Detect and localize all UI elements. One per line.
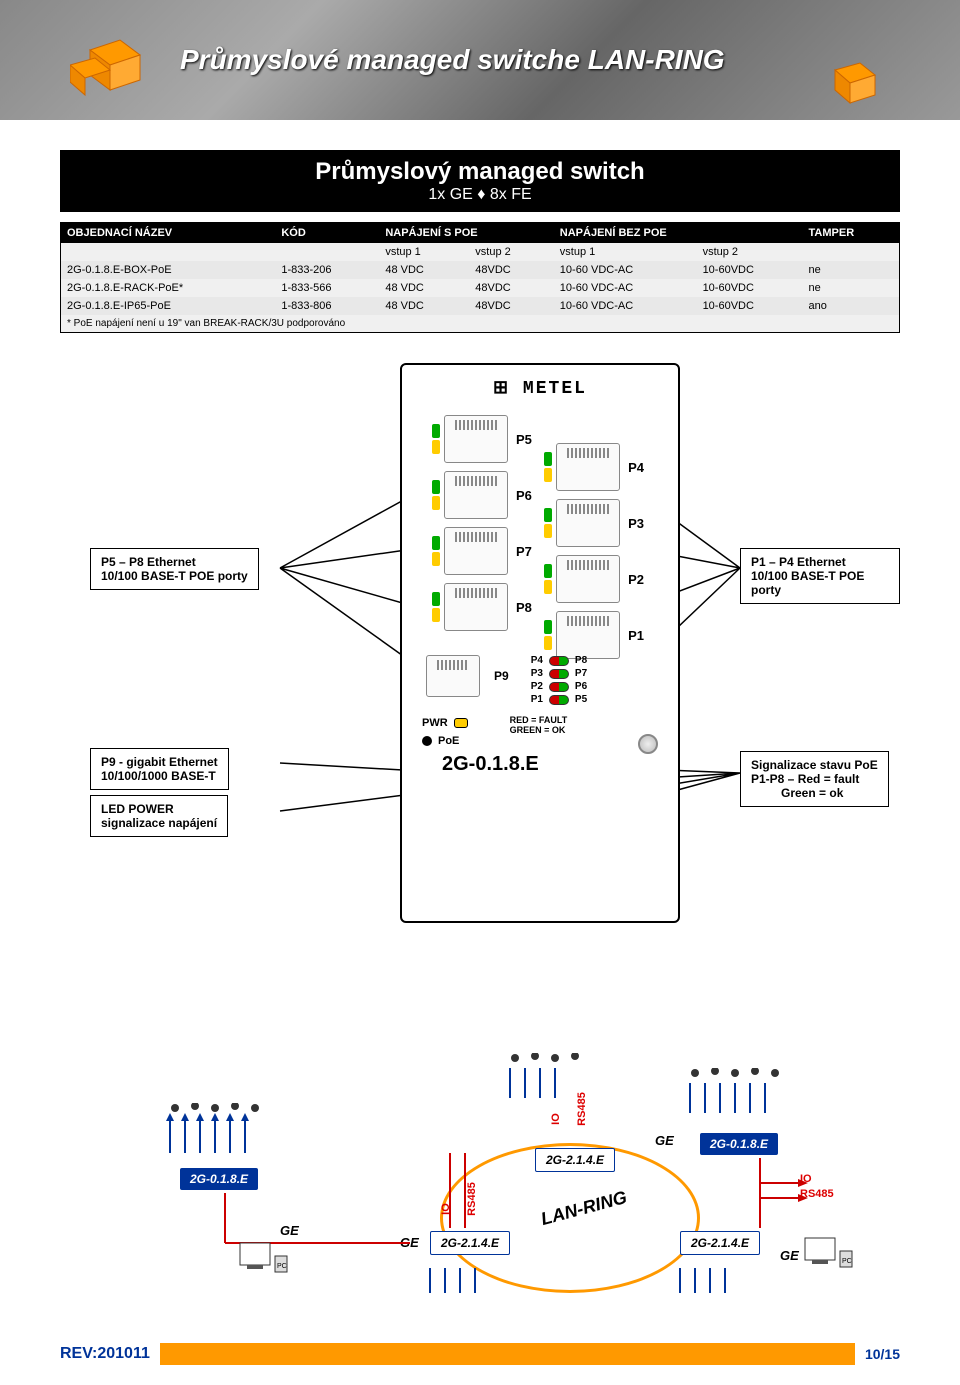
ge-label: GE <box>400 1235 419 1250</box>
port-block <box>556 555 620 603</box>
svg-text:PC: PC <box>842 1258 852 1265</box>
ge-label: GE <box>655 1133 674 1148</box>
pwr-led <box>454 718 468 728</box>
col-name: OBJEDNACÍ NÁZEV <box>61 223 275 243</box>
model-label: 2G-0.1.8.E <box>422 747 658 782</box>
poe-led-grid: P4P8P3P7P2P6P1P5 <box>531 655 593 705</box>
port-label: P3 <box>624 516 648 531</box>
device-diagram: ⊞ METEL P5 P4 P6 P3 P7 P2 P8 P1 P9 P4P8P… <box>60 363 900 1023</box>
arrows-cluster-icon <box>500 1053 620 1103</box>
col-nopoe: NAPÁJENÍ BEZ POE <box>554 223 803 243</box>
subtitle-bar: Průmyslový managed switch 1x GE ♦ 8x FE <box>60 150 900 212</box>
callout-p9: P9 - gigabit Ethernet 10/100/1000 BASE-T <box>90 748 229 790</box>
rs485-label: RS485 <box>800 1188 834 1200</box>
col-code: KÓD <box>275 223 379 243</box>
screw-icon <box>638 734 658 754</box>
svg-text:PC: PC <box>277 1263 287 1270</box>
port-label: P4 <box>624 460 648 475</box>
bi-led <box>549 682 569 692</box>
footer-bar-decoration <box>160 1343 855 1365</box>
arrows-cluster-icon <box>680 1068 800 1118</box>
ge-label: GE <box>280 1223 299 1238</box>
node-1: 2G-0.1.8.E <box>180 1168 258 1190</box>
port-label: P5 <box>512 432 536 447</box>
io-label: IO <box>440 1203 452 1215</box>
poe-dot-icon <box>422 736 432 746</box>
table-row: 2G-0.1.8.E-IP65-PoE1-833-80648 VDC48VDC1… <box>61 297 899 315</box>
node-4: 2G-0.1.8.E <box>700 1133 778 1155</box>
io-label: IO <box>800 1173 812 1185</box>
ge-label: GE <box>780 1248 799 1263</box>
table-subheader-cell: vstup 2 <box>469 243 554 261</box>
device-body: ⊞ METEL P5 P4 P6 P3 P7 P2 P8 P1 P9 P4P8P… <box>400 363 680 923</box>
table-subheader-cell: vstup 1 <box>554 243 697 261</box>
page-footer: REV:201011 10/15 <box>60 1343 900 1365</box>
bi-led <box>549 695 569 705</box>
port-row: P5 P4 <box>432 415 648 463</box>
callout-p1p4: P1 – P4 Ethernet 10/100 BASE-T POE porty <box>740 548 900 604</box>
col-poe: NAPÁJENÍ S POE <box>379 223 553 243</box>
page-title: Průmyslové managed switche LAN-RING <box>180 44 725 76</box>
io-label: IO <box>550 1113 562 1125</box>
node-5: 2G-2.1.4.E <box>680 1231 760 1255</box>
table-subheader-cell <box>275 243 379 261</box>
table-header-row: OBJEDNACÍ NÁZEV KÓD NAPÁJENÍ S POE NAPÁJ… <box>61 223 899 243</box>
subtitle-heading: Průmyslový managed switch <box>80 158 880 186</box>
table-subheader-cell <box>61 243 275 261</box>
ports-area: P5 P4 P6 P3 P7 P2 P8 P1 <box>402 399 678 647</box>
table-subheader-cell <box>803 243 899 261</box>
revision-label: REV:201011 <box>60 1345 150 1363</box>
table-subheader-cell: vstup 2 <box>697 243 803 261</box>
port-label: P8 <box>512 600 536 615</box>
port-block <box>444 471 508 519</box>
bi-led <box>549 656 569 666</box>
topology-diagram: LAN-RING 2G-0.1.8.E 2G-2.1.4.E 2G-2.1.4.… <box>60 1053 900 1313</box>
spec-table: OBJEDNACÍ NÁZEV KÓD NAPÁJENÍ S POE NAPÁJ… <box>60 222 900 333</box>
callout-poe-status: Signalizace stavu PoE P1-P8 – Red = faul… <box>740 751 889 807</box>
subtitle-spec: 1x GE ♦ 8x FE <box>80 186 880 204</box>
arrows-down-icon <box>420 1263 520 1303</box>
arrows-down-icon <box>670 1263 770 1303</box>
port-block <box>556 443 620 491</box>
col-tamper: TAMPER <box>803 223 899 243</box>
pwr-label: PWR <box>422 717 448 729</box>
node-3: 2G-2.1.4.E <box>535 1148 615 1172</box>
pc-icon: PC <box>235 1238 295 1288</box>
page-number: 10/15 <box>865 1346 900 1362</box>
port-block <box>444 415 508 463</box>
callout-pwr: LED POWER signalizace napájení <box>90 795 228 837</box>
cube-icon <box>820 55 890 115</box>
port-label: P7 <box>512 544 536 559</box>
port-label: P2 <box>624 572 648 587</box>
bottom-panel: P9 P4P8P3P7P2P6P1P5 PWR RED = FAULTGREEN… <box>402 647 678 790</box>
callout-p5p8: P5 – P8 Ethernet 10/100 BASE-T POE porty <box>90 548 259 590</box>
pc-icon: PC <box>800 1233 860 1283</box>
port-label: P6 <box>512 488 536 503</box>
brand-logo: ⊞ METEL <box>402 377 678 399</box>
page-header: Průmyslové managed switche LAN-RING <box>0 0 960 120</box>
port-block <box>556 499 620 547</box>
arrows-cluster-icon <box>160 1103 290 1163</box>
table-footnote: * PoE napájení není u 19" van BREAK-RACK… <box>61 315 899 332</box>
table-row: 2G-0.1.8.E-BOX-PoE1-833-20648 VDC48VDC10… <box>61 261 899 279</box>
bi-led <box>549 669 569 679</box>
table-row: 2G-0.1.8.E-RACK-PoE*1-833-56648 VDC48VDC… <box>61 279 899 297</box>
p9-label: P9 <box>494 655 509 683</box>
port-label: P1 <box>624 628 648 643</box>
port-block <box>444 527 508 575</box>
cube-icon <box>70 30 150 100</box>
fault-legend: RED = FAULTGREEN = OK <box>510 715 568 735</box>
node-2: 2G-2.1.4.E <box>430 1231 510 1255</box>
port-p9 <box>426 655 480 697</box>
poe-label: PoE <box>438 735 459 747</box>
table-subheader-cell: vstup 1 <box>379 243 469 261</box>
rs485-label: RS485 <box>466 1182 478 1216</box>
port-block <box>444 583 508 631</box>
